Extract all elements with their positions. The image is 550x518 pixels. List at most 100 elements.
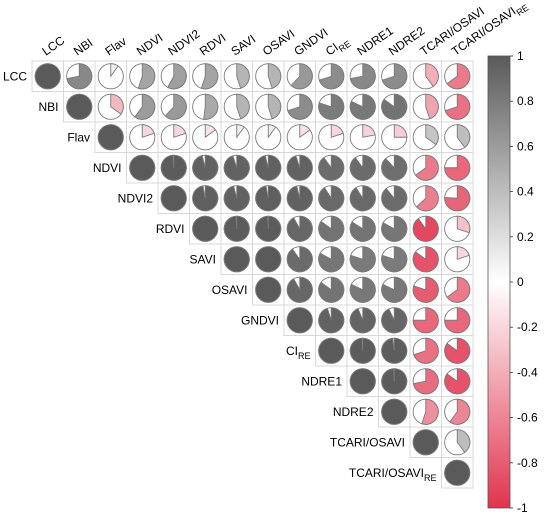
- pie-slice: [349, 63, 376, 90]
- pie-slice: [412, 246, 439, 273]
- pie-cell: [349, 124, 376, 151]
- colorbar-tick-label: -0.2: [517, 320, 538, 334]
- pie-cell: [381, 124, 408, 151]
- colorbar-tick-label: 0.6: [517, 139, 534, 153]
- pie-slice: [415, 185, 439, 212]
- row-label: SAVI: [190, 252, 216, 266]
- pie-cell: [318, 215, 345, 242]
- pie-cell: [349, 337, 376, 364]
- row-label: NDVI2: [118, 191, 154, 205]
- pie-cell: [349, 93, 376, 120]
- pie-slice: [456, 215, 471, 234]
- pie-slice: [66, 63, 93, 90]
- pie-cell: [255, 63, 282, 90]
- pie-cell: [255, 124, 282, 151]
- pie-slice: [362, 124, 376, 138]
- pie-slice: [286, 276, 313, 303]
- colorbar-tick-label: -0.6: [517, 411, 538, 425]
- pie-slice: [267, 93, 282, 120]
- pie-slice: [444, 93, 471, 120]
- pie-cell: [381, 337, 408, 364]
- pie-slice: [349, 246, 376, 273]
- pie-slice: [223, 246, 250, 273]
- pie-slice: [456, 124, 471, 149]
- pie-cell: [318, 276, 345, 303]
- pie-slice: [223, 154, 250, 181]
- pie-cell: [381, 185, 408, 212]
- pie-cell: [223, 93, 250, 120]
- pie-slice: [299, 124, 311, 139]
- column-label: NDVI: [134, 31, 166, 59]
- colorbar-gradient: [487, 55, 511, 509]
- pie-slice: [425, 93, 439, 120]
- pie-cell: [412, 429, 439, 456]
- pie-cell: [318, 63, 345, 90]
- pie-slice: [290, 63, 313, 90]
- pie-cell: [444, 93, 471, 120]
- pie-cell: [223, 215, 250, 242]
- pie-cell: [381, 215, 408, 242]
- pie-slice: [414, 154, 439, 181]
- pie-slice: [223, 185, 250, 212]
- pie-cell: [381, 368, 408, 395]
- pie-cell: [223, 124, 250, 151]
- pie-slice: [381, 398, 408, 425]
- column-label: NBI: [71, 36, 95, 59]
- pie-slice: [381, 307, 408, 334]
- pie-slice: [204, 124, 217, 139]
- pie-cell: [349, 307, 376, 334]
- pie-slice: [421, 398, 439, 425]
- pie-cell: [192, 93, 219, 120]
- pie-slice: [110, 93, 124, 115]
- pie-slice: [255, 246, 282, 273]
- pie-cell: [412, 276, 439, 303]
- pies: [34, 63, 471, 486]
- pie-slice: [286, 185, 313, 212]
- pie-slice: [34, 63, 61, 90]
- pie-cell: [412, 185, 439, 212]
- pie-slice: [318, 276, 345, 303]
- pie-slice: [381, 337, 408, 364]
- pie-cell: [286, 215, 313, 242]
- pie-slice: [318, 246, 345, 273]
- pie-cell: [97, 124, 124, 151]
- pie-cell: [318, 337, 345, 364]
- pie-cell: [286, 63, 313, 90]
- pie-slice: [318, 63, 345, 90]
- pie-cell: [412, 337, 439, 364]
- pie-slice: [456, 429, 471, 454]
- pie-cell: [286, 93, 313, 120]
- pie-slice: [192, 154, 219, 181]
- pie-cell: [349, 368, 376, 395]
- pie-cell: [318, 93, 345, 120]
- column-label: LCC: [39, 33, 67, 58]
- pie-cell: [255, 246, 282, 273]
- pie-slice: [134, 93, 156, 120]
- row-label: NDRE1: [301, 374, 342, 388]
- pie-slice: [160, 154, 187, 181]
- pie-cell: [318, 154, 345, 181]
- pie-cell: [318, 307, 345, 334]
- pie-cell: [412, 63, 439, 90]
- pie-slice: [412, 215, 439, 242]
- pie-cell: [412, 93, 439, 120]
- pie-slice: [393, 124, 408, 138]
- colorbar-tick-label: 0: [517, 275, 524, 289]
- pie-slice: [318, 93, 345, 120]
- pie-cell: [444, 459, 471, 486]
- pie-cell: [381, 154, 408, 181]
- pie-cell: [412, 398, 439, 425]
- pie-cell: [192, 215, 219, 242]
- pie-slice: [381, 246, 408, 273]
- pie-cell: [412, 124, 439, 151]
- pie-cell: [381, 398, 408, 425]
- pie-cell: [160, 124, 187, 151]
- pie-cell: [349, 185, 376, 212]
- pie-cell: [286, 276, 313, 303]
- pie-slice: [173, 124, 187, 138]
- pie-slice: [425, 63, 439, 88]
- pie-slice: [446, 63, 471, 90]
- pie-cell: [255, 93, 282, 120]
- pie-slice: [444, 154, 471, 181]
- row-label: TCARI/OSAVIRE: [349, 466, 437, 483]
